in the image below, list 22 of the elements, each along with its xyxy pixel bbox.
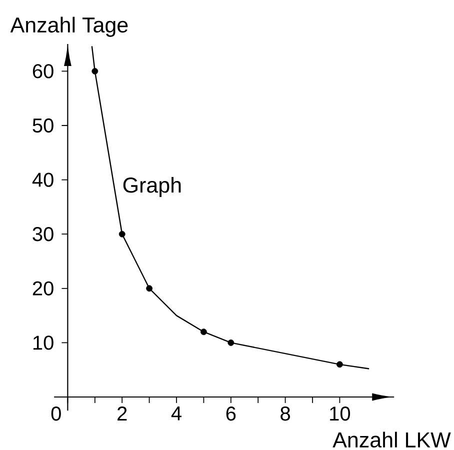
point [200,328,207,336]
y-tick-label: 40 [32,172,54,187]
series-label: Graph [123,176,181,198]
x-axis-title: Anzahl LKW [332,432,451,448]
y-tick-label: 50 [32,118,54,133]
y-tick-label: 20 [32,281,54,296]
x-tick-label: 0 [51,406,61,421]
x-tick-label: 4 [171,406,182,420]
point [228,340,234,346]
y-tick-label: 60 [32,64,54,78]
point [146,285,152,292]
y-tick-label: 10 [33,336,54,350]
point [92,68,98,74]
x-tick-label: 6 [226,406,236,421]
x-tick-label: 2 [118,406,127,420]
y-tick-label: 30 [32,227,54,242]
y-axis-title: Anzahl Tage [10,16,128,37]
x-tick-label: 8 [280,406,290,421]
line-series [91,46,370,370]
x-tick-label: 10 [330,406,350,421]
point [118,230,126,238]
point [336,361,343,368]
